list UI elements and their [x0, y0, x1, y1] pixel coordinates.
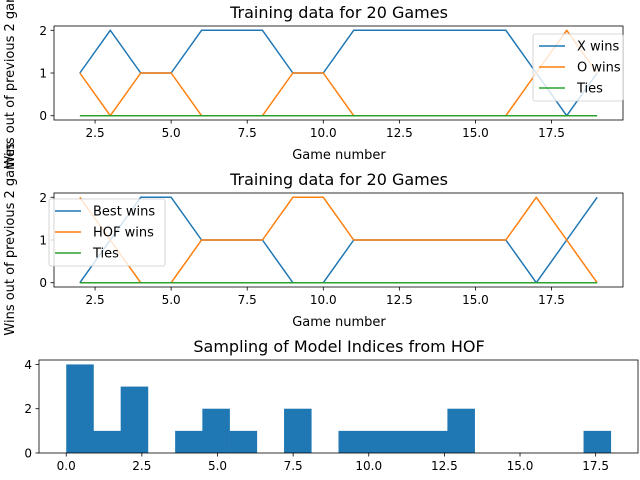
histogram-bar [365, 430, 394, 453]
histogram-bar [583, 430, 612, 453]
x-tick-label: 5.0 [208, 459, 227, 473]
legend-label: Ties [92, 247, 119, 262]
legend-label: HOF wins [93, 226, 154, 241]
chart-2: Training data for 20 Games 2.5 5.0 7.5 10.0… [39, 170, 624, 330]
axes-frame [38, 359, 639, 454]
chart-2-title: Training data for 20 Games [229, 170, 448, 189]
x-tick-label: 17.5 [582, 459, 609, 473]
x-tick-label: 12.5 [386, 126, 413, 140]
chart-2-ticks: 2.5 5.0 7.5 10.0 12.5 15.0 17.5 0 1 2 [39, 191, 564, 307]
x-tick-label: 5.0 [162, 293, 181, 307]
x-tick-label: 17.5 [538, 126, 565, 140]
chart-1-plot-area [53, 25, 624, 121]
x-tick-label: 17.5 [538, 293, 565, 307]
y-tick-label: 0 [24, 447, 32, 461]
y-tick-label: 0 [39, 109, 47, 123]
x-tick-label: 7.5 [238, 293, 257, 307]
chart-2-plot-area [53, 192, 624, 288]
y-tick-label: 4 [24, 358, 32, 372]
x-tick-label: 15.0 [507, 459, 534, 473]
histogram-bar [229, 430, 258, 453]
x-tick-label: 10.0 [355, 459, 382, 473]
y-tick-label: 2 [39, 24, 47, 38]
y-tick-label: 2 [24, 402, 32, 416]
histogram-bar [447, 408, 475, 453]
legend-label: O wins [577, 61, 621, 76]
histogram-bar [392, 430, 421, 453]
histogram-bar [202, 408, 230, 453]
legend-label: X wins [577, 40, 620, 55]
x-tick-label: 2.5 [132, 459, 151, 473]
histogram-bar [120, 386, 149, 453]
histogram-bar [93, 430, 121, 453]
histogram-bar [284, 408, 312, 453]
series-line-2 [79, 29, 598, 117]
y-tick-label: 1 [39, 67, 47, 81]
histogram-bar [338, 430, 367, 453]
chart-2-x-axis-label: Game number [292, 315, 386, 330]
x-tick-label: 10.0 [310, 293, 337, 307]
x-tick-label: 7.5 [284, 459, 303, 473]
histogram-bar [420, 430, 448, 453]
histogram-bar [66, 364, 94, 453]
chart-2-y-axis-label: Wins out of previous 2 games [3, 142, 18, 335]
chart-1: Training data for 20 Games 2.5 5.0 7.5 10.0… [39, 3, 624, 163]
chart-1-ticks: 2.5 5.0 7.5 10.0 12.5 15.0 17.5 0 1 2 [39, 24, 564, 140]
chart-3-plot-area [38, 359, 639, 454]
x-tick-label: 7.5 [238, 126, 257, 140]
x-tick-label: 5.0 [162, 126, 181, 140]
chart-3-title: Sampling of Model Indices from HOF [193, 337, 484, 356]
y-tick-label: 2 [39, 191, 47, 205]
chart-1-legend: X wins O wins Ties [532, 33, 624, 102]
x-tick-label: 15.0 [462, 126, 489, 140]
legend-label: Ties [576, 82, 603, 97]
legend-box [48, 198, 166, 267]
chart-3: Sampling of Model Indices from HOF 0.0 2.… [24, 337, 639, 473]
histogram-bar [175, 430, 203, 453]
chart-1-title: Training data for 20 Games [229, 3, 448, 22]
x-tick-label: 2.5 [86, 293, 105, 307]
chart-3-ticks: 0.0 2.5 5.0 7.5 10.0 12.5 15.0 17.5 0 2 4 [24, 358, 609, 473]
x-tick-label: 15.0 [462, 293, 489, 307]
x-tick-label: 2.5 [86, 126, 105, 140]
y-tick-label: 0 [39, 276, 47, 290]
x-tick-label: 12.5 [431, 459, 458, 473]
legend-label: Best wins [93, 205, 155, 220]
x-tick-label: 12.5 [386, 293, 413, 307]
x-tick-label: 10.0 [310, 126, 337, 140]
chart-2-legend: Best wins HOF wins Ties [48, 198, 166, 267]
legend-box [532, 33, 624, 102]
chart-1-y-axis-label: Wins out of previous 2 games [3, 0, 18, 169]
series-line-1 [79, 196, 598, 284]
chart-1-x-axis-label: Game number [292, 148, 386, 163]
y-tick-label: 1 [39, 234, 47, 248]
x-tick-label: 0.0 [57, 459, 76, 473]
